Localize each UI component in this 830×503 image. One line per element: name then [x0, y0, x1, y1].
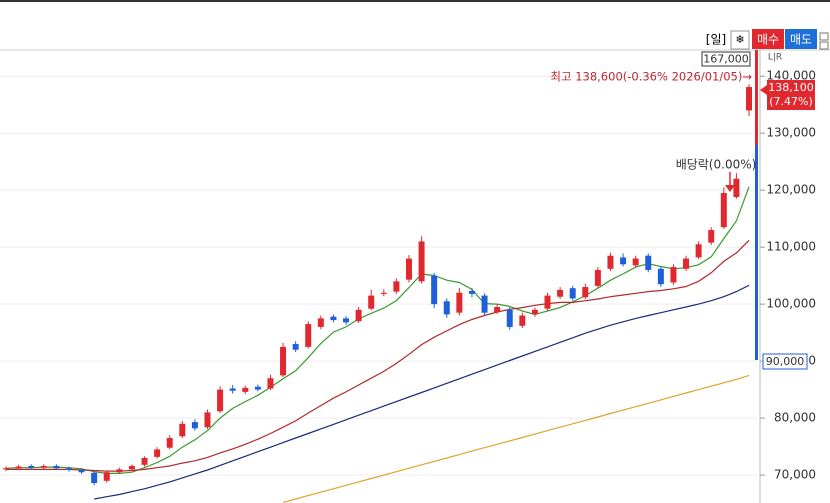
y-tick-label: 70,000 — [774, 468, 816, 482]
candle-body — [481, 295, 488, 313]
candle-body — [280, 346, 287, 376]
candle-body — [657, 268, 664, 285]
candle-body — [317, 318, 324, 327]
sell-bg — [785, 29, 817, 49]
range-low-label: 90,000 — [766, 355, 805, 368]
moving-averages — [5, 186, 750, 503]
ex-dividend-arrowhead — [725, 185, 735, 192]
ma-line — [6, 239, 750, 472]
candle-body — [431, 275, 438, 305]
candle-body — [91, 472, 98, 484]
y-tick-label: 80,000 — [774, 411, 816, 425]
high-note: 최고 138,600(-0.36% 2026/01/05)→ — [550, 70, 752, 84]
settings-box — [730, 30, 750, 50]
candle-body — [620, 257, 627, 265]
range-bar-down — [755, 145, 758, 360]
candle-body — [154, 449, 161, 457]
sell-button[interactable]: 매도 — [790, 33, 812, 47]
candle-body — [292, 344, 299, 350]
candle-body — [229, 388, 236, 391]
candle-body — [720, 193, 727, 228]
candle-body — [494, 306, 501, 313]
candle-body — [179, 423, 186, 437]
candle-body — [443, 301, 450, 315]
candle-body — [128, 465, 135, 470]
candle-body — [53, 465, 60, 469]
y-tick-label: 100,000 — [766, 297, 816, 311]
candle-body — [645, 255, 652, 270]
candle-body — [531, 309, 538, 315]
candle-body — [343, 318, 350, 323]
candle-body — [393, 281, 400, 292]
window-icon[interactable] — [819, 32, 829, 41]
candle-body — [746, 87, 752, 111]
candle-body — [569, 288, 576, 299]
current-price-box — [767, 80, 815, 110]
current-change-label: (7.47%) — [769, 95, 813, 108]
annotations: 167,000 최고 138,600(-0.36% 2026/01/05)→ 1… — [550, 51, 815, 370]
candle-body — [355, 309, 362, 322]
candle-body — [368, 295, 375, 309]
candle-body — [468, 291, 475, 294]
buy-bg — [752, 29, 784, 49]
candle-body — [670, 267, 677, 283]
candle-body — [632, 258, 639, 266]
close-icon[interactable] — [819, 41, 829, 50]
candle-body — [267, 378, 274, 389]
candle-body — [40, 465, 47, 468]
candle-body — [166, 438, 173, 448]
range-high-label: 167,000 — [703, 53, 749, 66]
candle-body — [3, 468, 9, 470]
candle-body — [695, 244, 702, 258]
ex-dividend-label: 배당락(0.00%) — [676, 158, 757, 172]
range-high-box — [701, 51, 751, 67]
candle-body — [28, 465, 35, 468]
ma-line — [94, 284, 750, 500]
candle-body — [116, 469, 123, 473]
candle-body — [15, 466, 22, 469]
candle-body — [519, 315, 526, 326]
candle-body — [380, 292, 387, 294]
buy-button[interactable]: 매수 — [757, 33, 779, 47]
candle-body — [405, 258, 412, 280]
range-bar-up — [755, 50, 758, 145]
ma-line — [5, 186, 750, 474]
y-tick-label: 130,000 — [766, 126, 816, 140]
y-tick-label: 120,000 — [766, 183, 816, 197]
y-tick-label: 110,000 — [766, 240, 816, 254]
candle-body — [242, 387, 249, 392]
candle-body — [582, 287, 589, 298]
price-pointer — [760, 85, 767, 95]
current-price-label: 138,100 — [768, 81, 814, 94]
y-tick-label: 140,000 — [766, 69, 816, 83]
candle-body — [506, 309, 513, 327]
candle-body — [594, 269, 601, 286]
candle-body — [78, 469, 85, 473]
axis-mode[interactable]: L|R — [768, 53, 782, 63]
ma-line — [282, 374, 750, 503]
candle-body — [103, 472, 110, 481]
candles — [3, 84, 752, 486]
candle-body — [305, 324, 312, 347]
candle-body — [217, 389, 224, 412]
candle-body — [418, 241, 425, 282]
range-low-box — [762, 353, 808, 370]
candle-body — [254, 386, 261, 390]
toolbar: [일] ❄ 매수 매도 L|R — [706, 29, 829, 63]
candle-body — [607, 255, 614, 269]
period-button[interactable]: [일] — [706, 33, 726, 47]
candle-body — [544, 295, 551, 309]
candle-body — [141, 457, 148, 465]
candle-body — [204, 412, 211, 428]
candle-body — [191, 422, 198, 429]
candle-body — [733, 178, 740, 198]
candle-body — [65, 468, 72, 470]
settings-button[interactable]: ❄ — [735, 33, 744, 46]
candle-body — [456, 292, 463, 313]
candle-body — [557, 289, 564, 297]
candle-body — [683, 258, 690, 269]
candle-body — [330, 316, 337, 321]
candle-body — [708, 230, 715, 243]
